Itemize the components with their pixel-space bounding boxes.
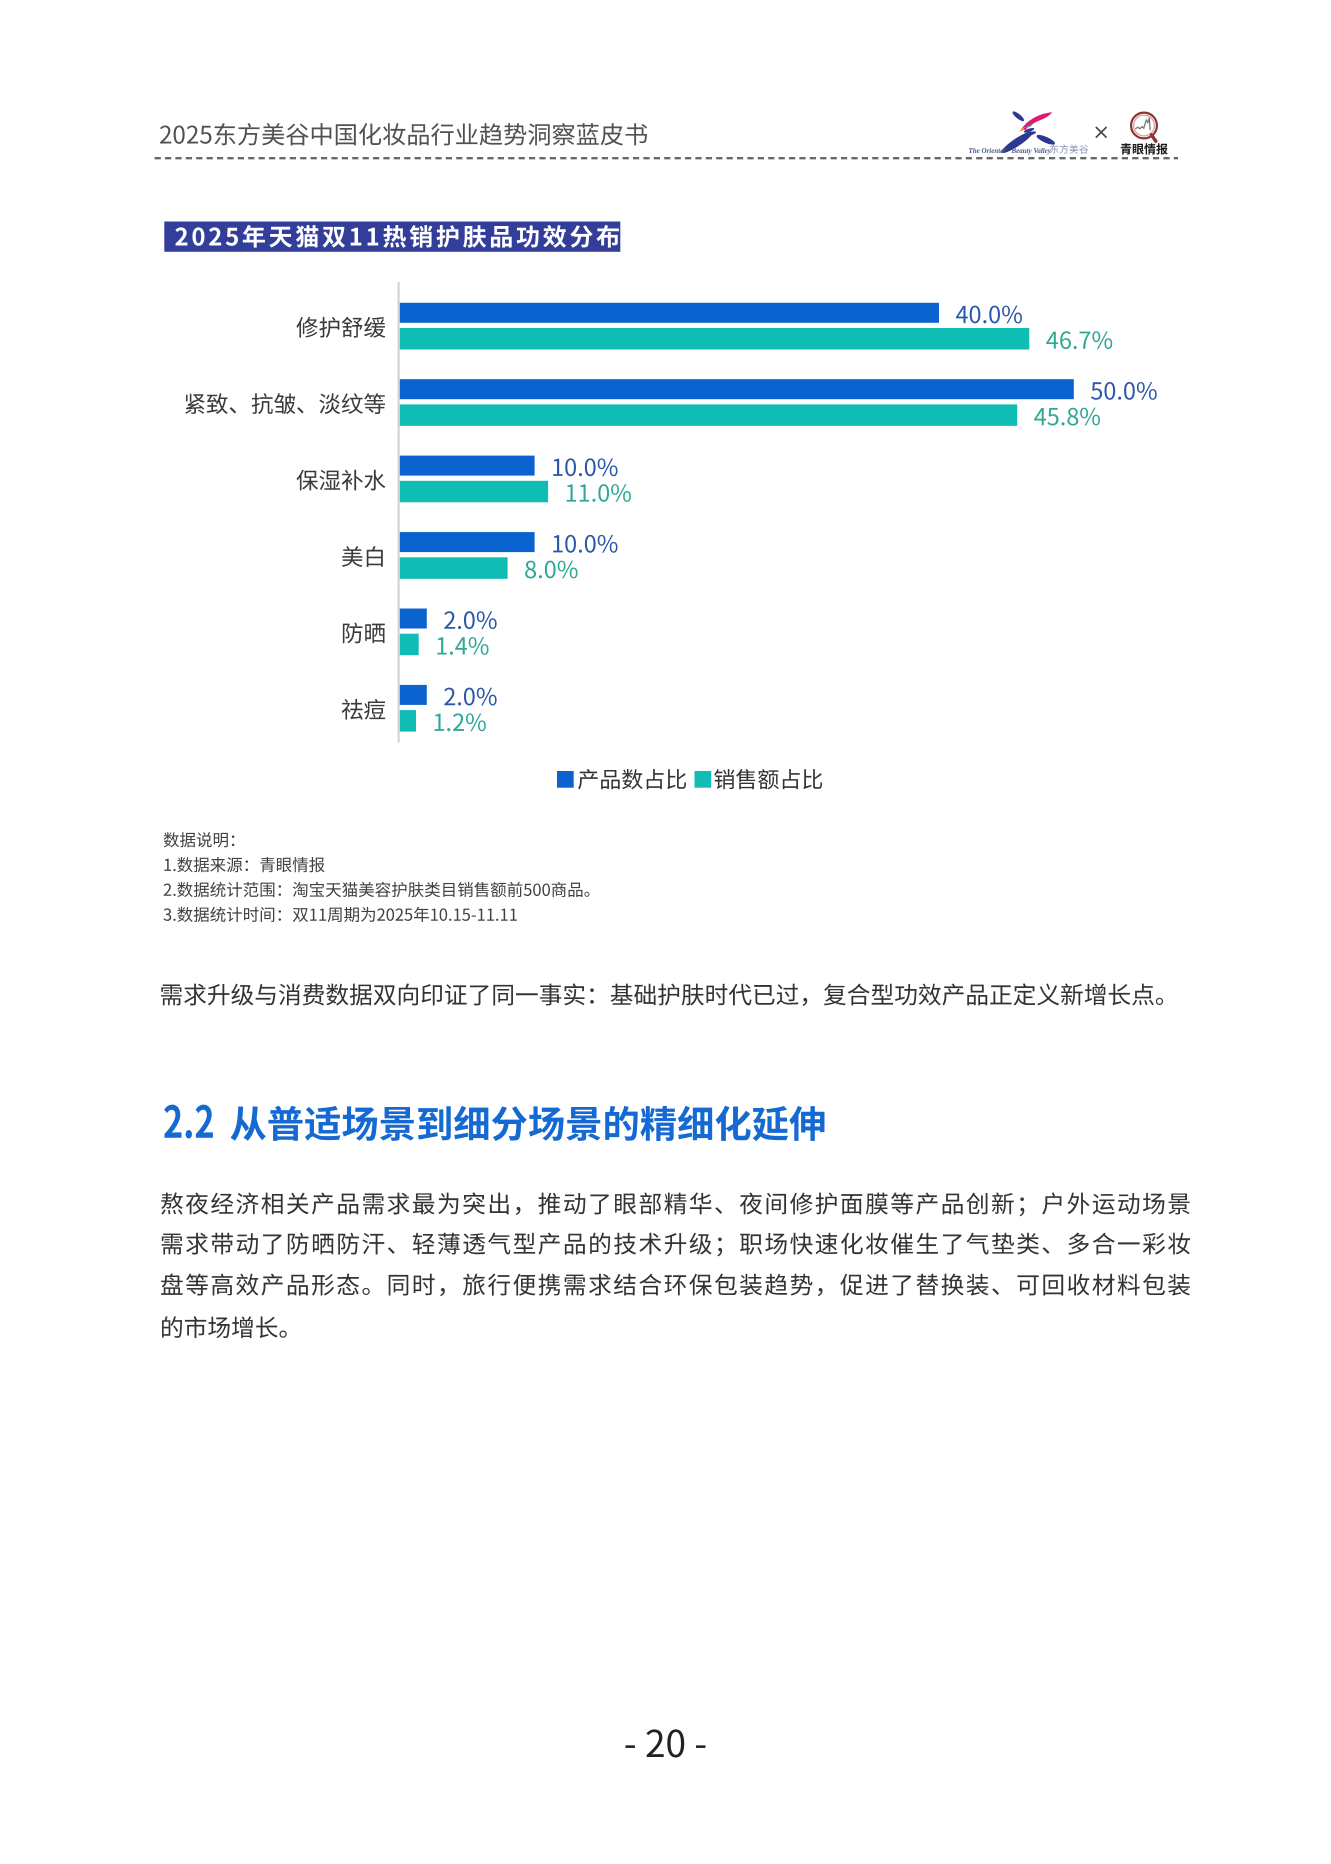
svg-text:The Oriental: The Oriental	[969, 147, 1006, 155]
svg-text:Beauty Valley: Beauty Valley	[1011, 147, 1052, 155]
